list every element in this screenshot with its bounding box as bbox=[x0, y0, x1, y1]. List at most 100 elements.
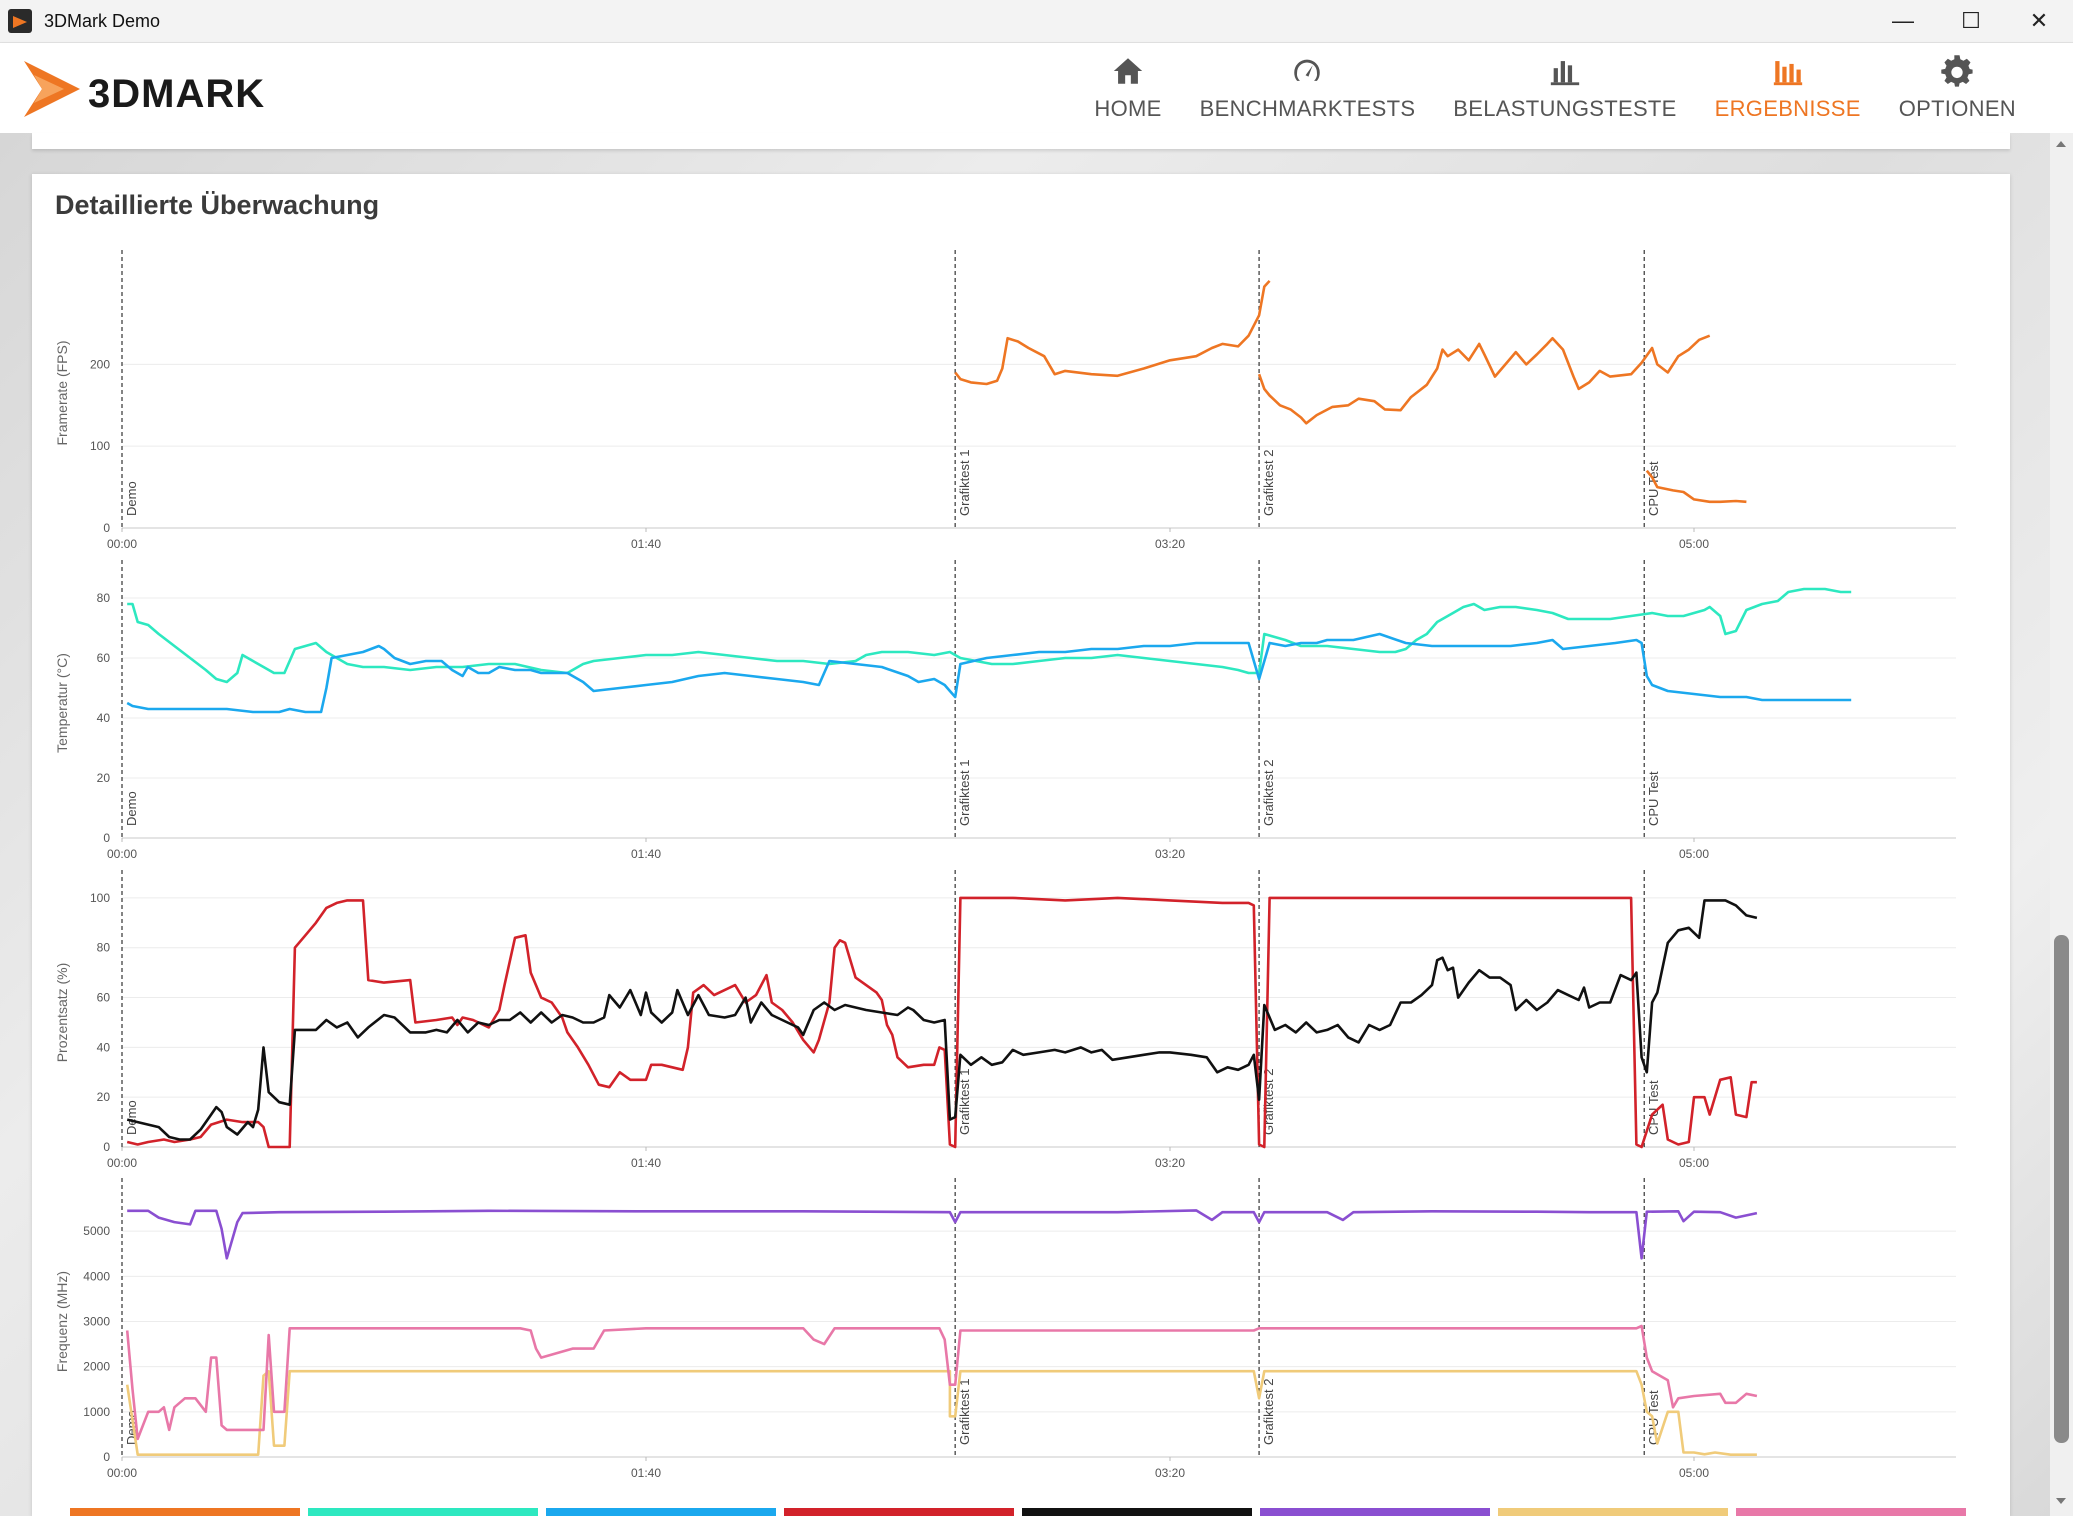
nav-belastungsteste-label: BELASTUNGSTESTE bbox=[1453, 96, 1677, 121]
marker-label-0-0: Demo bbox=[124, 481, 139, 516]
marker-label-2-2: Grafiktest 2 bbox=[1261, 1069, 1276, 1135]
y-tick-1-0: 0 bbox=[103, 831, 110, 845]
series-line-3-0-0 bbox=[127, 1209, 1758, 1260]
minimize-button[interactable]: — bbox=[1892, 8, 1914, 33]
scroll-down-icon[interactable] bbox=[2056, 1498, 2066, 1504]
previous-card-edge bbox=[32, 133, 2010, 149]
legend-swatch-1[interactable] bbox=[308, 1508, 538, 1516]
series-line-3-1-0 bbox=[125, 1369, 1757, 1456]
y-tick-0-0: 0 bbox=[103, 521, 110, 535]
nav-benchmarktests[interactable]: BENCHMARKTESTS bbox=[1181, 43, 1435, 133]
series-line-3-2-0 bbox=[125, 1324, 1758, 1441]
3dmark-logo[interactable]: 3DMARK bbox=[20, 51, 330, 127]
marker-label-1-3: CPU Test bbox=[1646, 771, 1661, 826]
nav-home-label: HOME bbox=[1094, 96, 1162, 121]
y-tick-1-1: 20 bbox=[97, 771, 111, 785]
app-header: 3DMARK HOME BENCHMARKTESTS BELASTUNGSTES… bbox=[0, 43, 2073, 133]
marker-label-1-2: Grafiktest 2 bbox=[1261, 760, 1276, 826]
legend-swatch-6[interactable] bbox=[1498, 1508, 1728, 1516]
x-tick-3-0: 00:00 bbox=[107, 1466, 137, 1480]
x-tick-0-2: 03:20 bbox=[1155, 537, 1185, 551]
nav-ergebnisse[interactable]: ERGEBNISSE bbox=[1696, 43, 1880, 133]
legend-swatch-3[interactable] bbox=[784, 1508, 1014, 1516]
series-line-2-0-0 bbox=[126, 896, 1757, 1149]
legend-swatch-0[interactable] bbox=[70, 1508, 300, 1516]
speedometer-icon bbox=[1294, 59, 1321, 81]
app-icon bbox=[8, 9, 32, 33]
y-tick-3-1: 1000 bbox=[83, 1405, 110, 1419]
y-tick-2-1: 20 bbox=[97, 1090, 111, 1104]
series-line-0-0-0 bbox=[954, 280, 1271, 386]
y-tick-2-0: 0 bbox=[103, 1140, 110, 1154]
marker-label-1-0: Demo bbox=[124, 791, 139, 826]
marker-label-3-1: Grafiktest 1 bbox=[957, 1379, 972, 1445]
x-tick-2-0: 00:00 bbox=[107, 1156, 137, 1170]
legend-swatch-5[interactable] bbox=[1260, 1508, 1490, 1516]
x-tick-1-0: 00:00 bbox=[107, 847, 137, 861]
legend-swatch-7[interactable] bbox=[1736, 1508, 1966, 1516]
card-title: Detaillierte Überwachung bbox=[55, 190, 380, 220]
x-tick-1-3: 05:00 bbox=[1679, 847, 1709, 861]
series-line-0-0-2 bbox=[1645, 469, 1747, 504]
window-titlebar: 3DMark Demo — ☐ ✕ bbox=[0, 0, 2073, 43]
maximize-button[interactable]: ☐ bbox=[1961, 8, 1981, 33]
y-tick-0-1: 100 bbox=[90, 439, 110, 453]
y-axis-label-2: Prozentsatz (%) bbox=[54, 963, 70, 1063]
x-tick-0-3: 05:00 bbox=[1679, 537, 1709, 551]
nav-belastungsteste[interactable]: BELASTUNGSTESTE bbox=[1434, 43, 1695, 133]
marker-label-3-3: CPU Test bbox=[1646, 1390, 1661, 1445]
y-tick-3-5: 5000 bbox=[83, 1224, 110, 1238]
y-tick-3-0: 0 bbox=[103, 1450, 110, 1464]
results-icon bbox=[1773, 61, 1802, 86]
y-tick-1-2: 40 bbox=[97, 711, 111, 725]
y-tick-1-4: 80 bbox=[97, 591, 111, 605]
marker-label-1-1: Grafiktest 1 bbox=[957, 760, 972, 826]
scroll-thumb[interactable] bbox=[2054, 935, 2069, 1443]
series-line-0-0-1 bbox=[1257, 334, 1711, 425]
scroll-up-icon[interactable] bbox=[2056, 141, 2066, 147]
y-axis-label-0: Framerate (FPS) bbox=[54, 340, 70, 445]
y-tick-3-3: 3000 bbox=[83, 1315, 110, 1329]
y-axis-label-1: Temperatur (°C) bbox=[54, 653, 70, 753]
nav-ergebnisse-label: ERGEBNISSE bbox=[1714, 96, 1861, 121]
x-tick-1-1: 01:40 bbox=[631, 847, 661, 861]
y-tick-2-5: 100 bbox=[90, 891, 110, 905]
x-tick-2-1: 01:40 bbox=[631, 1156, 661, 1170]
y-tick-2-3: 60 bbox=[97, 991, 111, 1005]
legend-swatch-4[interactable] bbox=[1022, 1508, 1252, 1516]
x-tick-3-1: 01:40 bbox=[631, 1466, 661, 1480]
y-tick-0-2: 200 bbox=[90, 357, 110, 371]
legend-swatch-2[interactable] bbox=[546, 1508, 776, 1516]
x-tick-0-1: 01:40 bbox=[631, 537, 661, 551]
series-line-1-1-0 bbox=[126, 632, 1852, 714]
series-line-1-0-0 bbox=[127, 587, 1852, 684]
marker-label-0-2: Grafiktest 2 bbox=[1261, 450, 1276, 516]
x-tick-1-2: 03:20 bbox=[1155, 847, 1185, 861]
y-tick-1-3: 60 bbox=[97, 651, 111, 665]
close-button[interactable]: ✕ bbox=[2029, 8, 2049, 33]
x-tick-0-0: 00:00 bbox=[107, 537, 137, 551]
logo-arrow-inner-icon bbox=[34, 75, 64, 103]
y-tick-3-4: 4000 bbox=[83, 1269, 110, 1283]
monitoring-card: Detaillierte Überwachung 0 100 200 Framerat… bbox=[32, 174, 2010, 1516]
y-tick-3-2: 2000 bbox=[83, 1360, 110, 1374]
vertical-scrollbar[interactable] bbox=[2050, 133, 2073, 1516]
marker-label-3-2: Grafiktest 2 bbox=[1261, 1379, 1276, 1445]
y-tick-2-2: 40 bbox=[97, 1040, 111, 1054]
x-tick-2-3: 05:00 bbox=[1679, 1156, 1709, 1170]
gear-icon bbox=[1941, 55, 1973, 87]
nav-home[interactable]: HOME bbox=[1075, 43, 1180, 133]
x-tick-3-2: 03:20 bbox=[1155, 1466, 1185, 1480]
bar-chart-icon bbox=[1550, 61, 1580, 86]
logo-text: 3DMARK bbox=[88, 72, 265, 116]
y-tick-2-4: 80 bbox=[97, 941, 111, 955]
main-nav: HOME BENCHMARKTESTS BELASTUNGSTESTE ERGE… bbox=[1075, 43, 2035, 133]
marker-label-0-1: Grafiktest 1 bbox=[957, 450, 972, 516]
home-icon bbox=[1113, 58, 1143, 84]
x-tick-3-3: 05:00 bbox=[1679, 1466, 1709, 1480]
nav-optionen[interactable]: OPTIONEN bbox=[1880, 43, 2035, 133]
marker-label-2-1: Grafiktest 1 bbox=[957, 1069, 972, 1135]
nav-benchmarktests-label: BENCHMARKTESTS bbox=[1199, 96, 1416, 121]
x-tick-2-2: 03:20 bbox=[1155, 1156, 1185, 1170]
